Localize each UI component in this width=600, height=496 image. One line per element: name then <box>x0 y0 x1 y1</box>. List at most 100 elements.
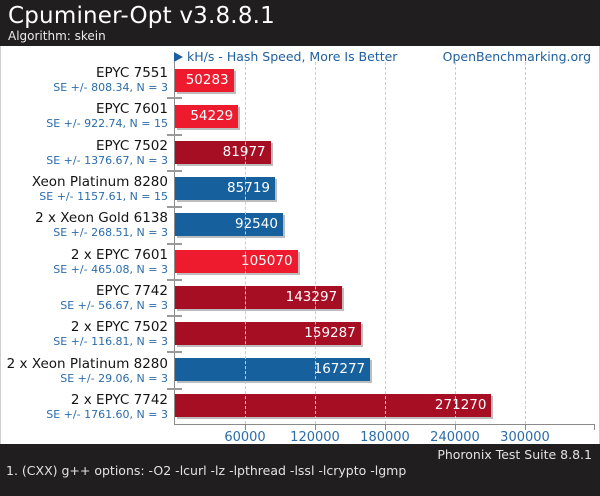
bar: 81977 <box>175 141 271 164</box>
bar: 50283 <box>175 68 234 92</box>
bar: 54229 <box>175 104 239 128</box>
chart-footer: Phoronix Test Suite 8.8.1 1. (CXX) g++ o… <box>0 444 600 496</box>
bar-value: 271270 <box>434 397 487 414</box>
play-icon <box>174 51 183 62</box>
cpu-label: EPYC 7601 <box>96 101 168 118</box>
axis-tick <box>245 425 246 430</box>
bar: 271270 <box>175 394 492 418</box>
bar-value: 54229 <box>190 107 234 124</box>
gridline <box>245 62 246 424</box>
axis-tick-label: 240000 <box>430 430 480 445</box>
se-label: SE +/- 808.34, N = 3 <box>53 81 168 95</box>
category-labels: EPYC 7551 SE +/- 808.34, N = 3 EPYC 7601 SE… <box>1 62 171 425</box>
bar-label-group: 2 x EPYC 7742 SE +/- 1761.60, N = 3 <box>1 389 171 425</box>
bar: 143297 <box>175 285 343 309</box>
cpu-label: EPYC 7742 <box>96 282 168 299</box>
row-separator-tick <box>167 169 182 172</box>
bar-row: 50283 <box>175 62 595 98</box>
se-label: SE +/- 1157.61, N = 15 <box>39 190 168 204</box>
chart-subtitle: Algorithm: skein <box>8 29 106 43</box>
cpu-label: 2 x EPYC 7742 <box>70 391 168 408</box>
plot-header-row: kH/s - Hash Speed, More Is Better OpenBe… <box>174 49 591 64</box>
bar: 159287 <box>175 322 361 346</box>
gridline <box>455 62 456 424</box>
se-label: SE +/- 56.67, N = 3 <box>60 298 168 312</box>
bar: 92540 <box>175 213 283 237</box>
axis-tick <box>315 425 316 430</box>
axis-end-tick <box>594 425 595 430</box>
bar: 167277 <box>175 358 371 382</box>
cpu-label: 2 x EPYC 7601 <box>70 246 168 263</box>
se-label: SE +/- 922.74, N = 15 <box>46 117 168 131</box>
cpu-label: 2 x Xeon Gold 6138 <box>35 210 168 227</box>
bar-label-group: EPYC 7742 SE +/- 56.67, N = 3 <box>1 280 171 316</box>
row-separator-tick <box>167 97 182 100</box>
se-label: SE +/- 268.51, N = 3 <box>53 226 168 240</box>
bar-value: 159287 <box>304 325 356 342</box>
se-label: SE +/- 116.81, N = 3 <box>53 335 168 349</box>
bar-rows: 50283 54229 81977 85719 92540 105070 143297 159… <box>175 62 595 424</box>
bar-label-group: 2 x EPYC 7502 SE +/- 116.81, N = 3 <box>1 316 171 352</box>
bar-value: 85719 <box>227 180 270 197</box>
axis-tick-label: 120000 <box>290 430 340 445</box>
axis-tick <box>455 425 456 430</box>
axis-tick <box>525 425 526 430</box>
cpu-label: 2 x EPYC 7502 <box>70 319 168 336</box>
bar-row: 143297 <box>175 279 595 315</box>
bar-label-group: 2 x Xeon Gold 6138 SE +/- 268.51, N = 3 <box>1 207 171 243</box>
bar-label-group: EPYC 7601 SE +/- 922.74, N = 15 <box>1 98 171 134</box>
cpu-label: EPYC 7502 <box>96 137 168 154</box>
row-separator-tick <box>167 387 182 390</box>
row-separator-tick <box>167 351 182 354</box>
chart-title: Cpuminer-Opt v3.8.8.1 <box>8 3 275 29</box>
bar-label-group: 2 x EPYC 7601 SE +/- 465.08, N = 3 <box>1 243 171 279</box>
bar-row: 271270 <box>175 388 595 424</box>
row-separator-tick <box>167 315 182 318</box>
bar-row: 167277 <box>175 352 595 388</box>
cpu-label: EPYC 7551 <box>96 65 168 82</box>
cpu-label: 2 x Xeon Platinum 8280 <box>6 355 168 372</box>
gridline <box>525 62 526 424</box>
chart-panel: kH/s - Hash Speed, More Is Better OpenBe… <box>0 46 600 445</box>
bar-label-group: Xeon Platinum 8280 SE +/- 1157.61, N = 15 <box>1 171 171 207</box>
bar-label-group: EPYC 7502 SE +/- 1376.67, N = 3 <box>1 135 171 171</box>
cpu-label: Xeon Platinum 8280 <box>31 174 168 191</box>
se-label: SE +/- 465.08, N = 3 <box>53 262 168 276</box>
row-separator-tick <box>167 206 182 209</box>
bar-value: 143297 <box>285 288 338 305</box>
bar-value: 50283 <box>185 71 229 88</box>
plot-area: 50283 54229 81977 85719 92540 105070 143297 159… <box>167 62 595 445</box>
bar: 105070 <box>175 249 298 273</box>
bar-label-group: EPYC 7551 SE +/- 808.34, N = 3 <box>1 62 171 98</box>
compiler-note: 1. (CXX) g++ options: -O2 -lcurl -lz -lp… <box>6 463 407 478</box>
pts-version: Phoronix Test Suite 8.8.1 <box>437 447 592 462</box>
axis-note: kH/s - Hash Speed, More Is Better <box>174 49 397 64</box>
axis-tick <box>385 425 386 430</box>
axis-tick-label: 60000 <box>224 430 266 445</box>
bar: 85719 <box>175 177 275 201</box>
chart-header: Cpuminer-Opt v3.8.8.1 Algorithm: skein <box>0 0 600 46</box>
bar-row: 159287 <box>175 315 595 351</box>
bar-value: 92540 <box>235 216 278 233</box>
axis-tick-label: 180000 <box>360 430 410 445</box>
bar-row: 81977 <box>175 134 595 170</box>
row-separator-tick <box>167 242 182 245</box>
bar-row: 105070 <box>175 243 595 279</box>
gridline <box>385 62 386 424</box>
row-separator-tick <box>167 278 182 281</box>
bar-label-group: 2 x Xeon Platinum 8280 SE +/- 29.06, N = … <box>1 352 171 388</box>
bar-value: 81977 <box>222 144 266 160</box>
gridline <box>315 62 316 424</box>
row-separator-tick <box>167 133 182 136</box>
axis-note-label: kH/s - Hash Speed, More Is Better <box>187 49 398 64</box>
bar-row: 85719 <box>175 171 595 207</box>
se-label: SE +/- 29.06, N = 3 <box>60 371 168 385</box>
se-label: SE +/- 1761.60, N = 3 <box>46 407 168 421</box>
bar-row: 54229 <box>175 98 595 134</box>
se-label: SE +/- 1376.67, N = 3 <box>46 153 168 167</box>
bar-value: 105070 <box>241 252 293 269</box>
bar-value: 167277 <box>313 361 366 378</box>
axis-tick-label: 300000 <box>500 430 550 445</box>
openbenchmarking-link[interactable]: OpenBenchmarking.org <box>442 49 591 64</box>
